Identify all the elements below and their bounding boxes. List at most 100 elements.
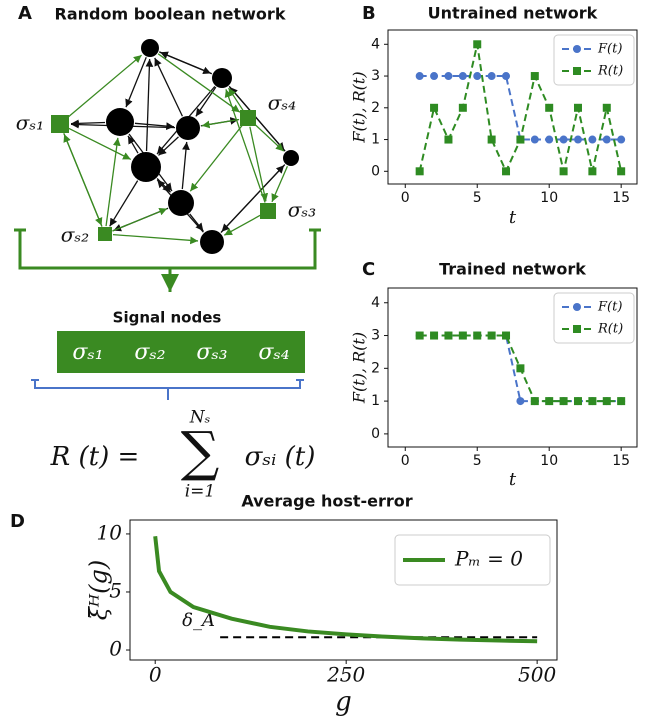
point: [588, 167, 597, 176]
reference-label: δ_A: [182, 610, 215, 631]
legend-marker: [573, 45, 581, 53]
chart-title: Untrained network: [428, 4, 598, 23]
plot-frame: [129, 519, 558, 661]
point: [473, 72, 482, 81]
node: [283, 150, 299, 166]
edge: [112, 208, 168, 232]
edge: [228, 85, 285, 151]
point: [473, 40, 482, 49]
edge: [68, 127, 132, 160]
point: [588, 397, 597, 406]
edge: [145, 58, 154, 152]
legend-label: F(t): [597, 42, 622, 57]
y-tick-label: 2: [371, 100, 380, 116]
point: [415, 72, 424, 81]
point: [530, 397, 539, 406]
point: [430, 331, 439, 340]
point: [617, 167, 626, 176]
edge: [154, 57, 184, 117]
point: [573, 103, 582, 112]
point: [458, 72, 467, 81]
point: [559, 135, 568, 144]
point: [444, 331, 453, 340]
node: [200, 230, 224, 254]
legend-marker: [573, 325, 581, 333]
x-tick-label: 0: [401, 453, 410, 469]
signal-boxes: [57, 331, 305, 373]
point: [444, 135, 453, 144]
point: [430, 103, 439, 112]
legend-label: F(t): [597, 300, 622, 315]
panel-label: C: [362, 259, 375, 280]
edge: [189, 124, 243, 192]
series-line: [419, 75, 622, 141]
point: [545, 135, 554, 144]
y-tick-label: 3: [371, 328, 380, 344]
edge: [254, 123, 285, 152]
x-tick-label: 10: [540, 190, 558, 206]
point: [502, 72, 511, 81]
formula-term: σₛᵢ (t): [245, 442, 316, 472]
x-tick-label: 250: [326, 663, 365, 687]
signal-node: σₛ₂: [134, 340, 165, 365]
y-tick-label: 5: [109, 578, 122, 602]
panel-label: A: [18, 3, 32, 24]
chart-title: Trained network: [439, 260, 586, 279]
point: [487, 135, 496, 144]
x-tick-label: 0: [401, 190, 410, 206]
legend-marker: [573, 303, 581, 311]
edge: [221, 164, 286, 233]
point: [415, 167, 424, 176]
x-axis-label: t: [509, 469, 517, 490]
edge: [224, 89, 266, 203]
legend: [394, 534, 551, 586]
x-tick-label: 15: [612, 190, 630, 206]
point: [559, 397, 568, 406]
edge: [105, 137, 121, 227]
signal-node: σₛ₄: [258, 340, 289, 365]
x-tick-label: 0: [149, 663, 162, 687]
signal-title: Signal nodes: [113, 309, 222, 327]
point: [559, 167, 568, 176]
bracket: [31, 379, 304, 400]
point: [602, 103, 611, 112]
signal-node: [260, 203, 276, 219]
legend-marker: [573, 67, 581, 75]
y-axis-label: ξ̄ᴴ(g): [85, 560, 113, 621]
point: [458, 103, 467, 112]
y-tick-label: 0: [371, 163, 380, 179]
edge: [70, 119, 106, 128]
formula-sum: ∑: [181, 420, 220, 483]
point: [602, 397, 611, 406]
y-tick-label: 0: [371, 426, 380, 442]
edge: [112, 233, 199, 245]
point: [573, 135, 582, 144]
edge: [109, 180, 139, 227]
edge: [125, 57, 147, 108]
y-tick-label: 3: [371, 68, 380, 84]
point: [545, 397, 554, 406]
x-tick-label: 10: [540, 453, 558, 469]
point: [516, 397, 525, 406]
node: [176, 116, 200, 140]
edge: [63, 133, 103, 227]
node-label: σₛ₄: [268, 91, 296, 115]
edge: [157, 53, 241, 113]
point: [502, 331, 511, 340]
edge: [158, 136, 179, 156]
node-label: σₛ₁: [16, 111, 44, 135]
edge: [195, 86, 217, 117]
formula-lhs: R (t) =: [50, 442, 140, 472]
legend-label: R(t): [597, 64, 623, 79]
point: [487, 331, 496, 340]
node: [168, 190, 194, 216]
formula-upper: Nₛ: [189, 408, 211, 428]
legend-label: R(t): [597, 322, 623, 337]
point: [430, 72, 439, 81]
y-tick-label: 0: [109, 637, 122, 661]
point: [444, 72, 453, 81]
point: [502, 167, 511, 176]
x-axis-label: t: [509, 207, 517, 228]
plot-frame: [387, 29, 638, 185]
network-diagram: [51, 39, 299, 254]
